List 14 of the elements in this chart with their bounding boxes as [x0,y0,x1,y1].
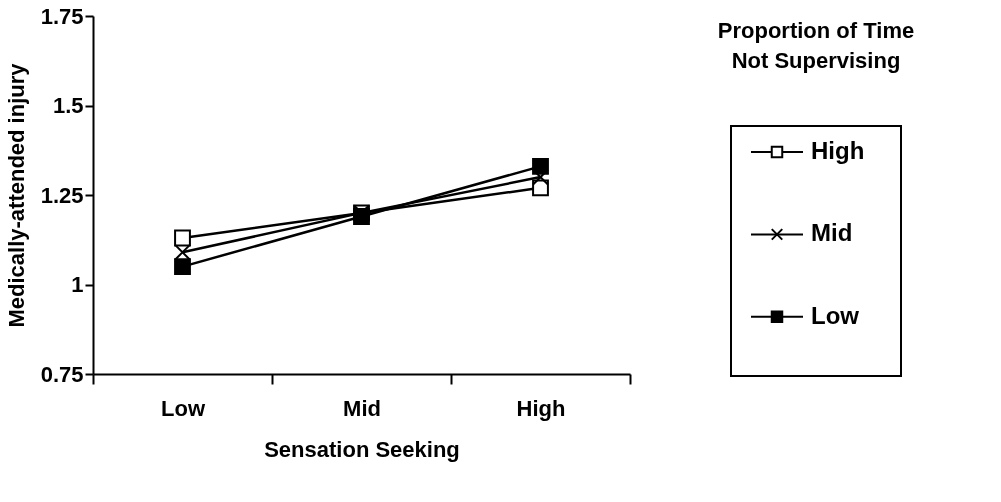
y-tick-label: 1 [71,272,84,297]
legend-label: High [811,137,865,165]
x-tick-label: Mid [343,395,381,421]
x-tick-label: Low [161,395,206,421]
legend-title: Proportion of Time Not Supervising [717,18,915,73]
x-tick-label: High [516,395,566,421]
y-tick-label: 1.75 [40,3,84,29]
x-axis-title: Sensation Seeking [264,436,460,462]
legend-label: Mid [811,219,853,247]
y-axis-title: Medically-attended injury [3,62,29,328]
y-tick-label: 1.25 [40,182,84,208]
y-tick-label: 0.75 [40,361,84,387]
y-tick-label: 1.5 [52,93,84,118]
legend-label: Low [811,301,860,329]
